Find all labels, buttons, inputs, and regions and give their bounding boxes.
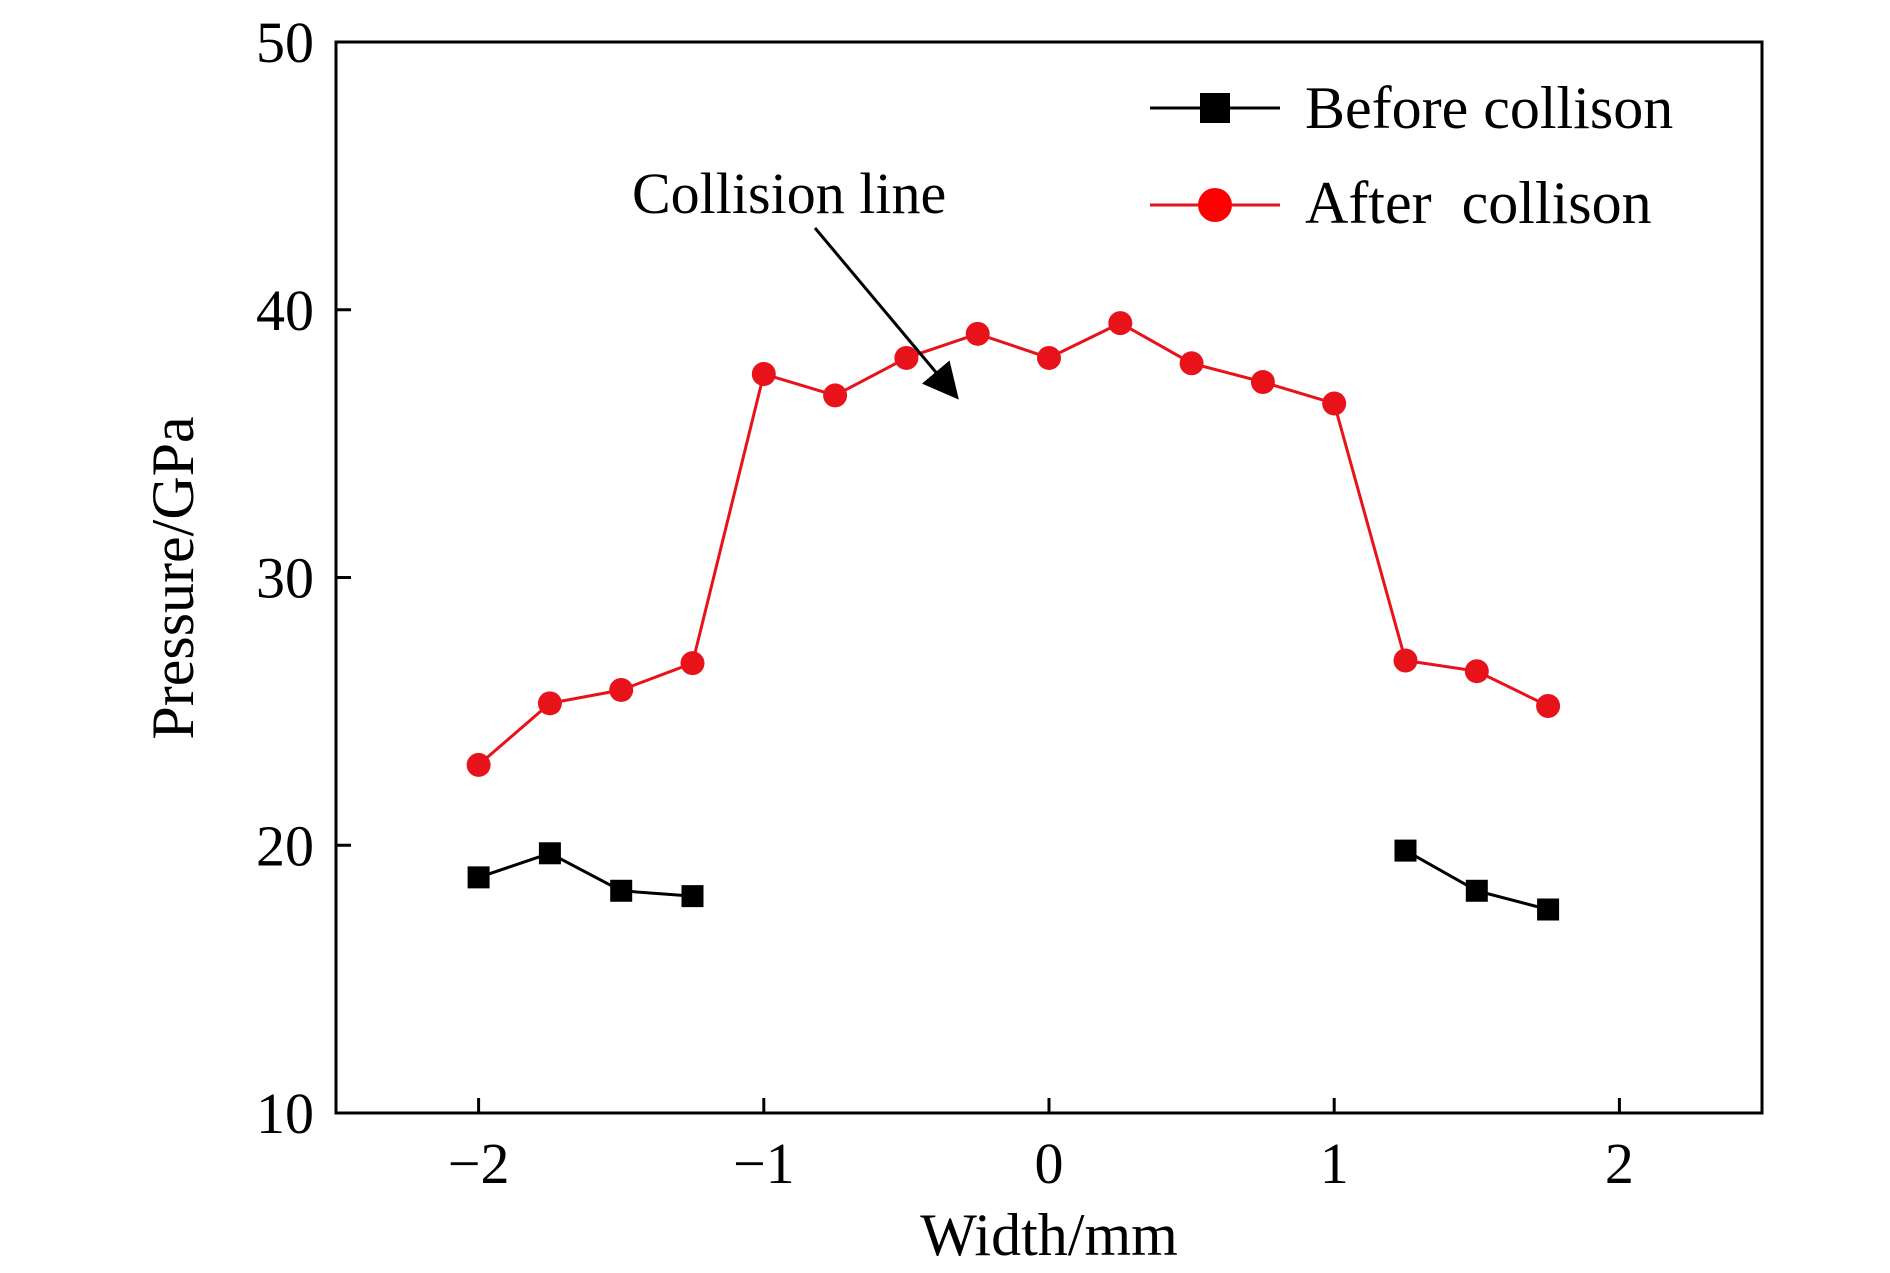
series-1-point-0-3	[680, 651, 705, 676]
series-1-point-0-9	[1108, 311, 1133, 336]
axis-ticks: −2 −1 0 1 2 10 20 30 40 50	[256, 10, 1634, 1196]
series-1-point-0-11	[1250, 370, 1275, 395]
series-1-point-0-1	[537, 691, 562, 716]
series-1-point-0-8	[1037, 345, 1061, 370]
x-tick-label-4: 2	[1605, 1131, 1634, 1196]
x-axis-title: Width/mm	[920, 1202, 1178, 1268]
legend-marker-before	[1200, 93, 1230, 123]
legend-label-before: Before collison	[1305, 75, 1673, 141]
series-0-point-1-2	[1537, 898, 1560, 921]
annotation-arrow	[813, 227, 959, 400]
series-1-point-0-4	[751, 362, 776, 387]
series-layer	[466, 311, 1561, 921]
series-0-point-0-3	[681, 885, 704, 908]
series-1-line-0	[477, 321, 1549, 767]
series-1	[466, 311, 1561, 777]
x-tick-label-0: −2	[448, 1131, 510, 1196]
series-1-point-0-2	[609, 677, 634, 702]
legend-marker-after	[1198, 188, 1232, 222]
series-0-line-0	[478, 851, 693, 898]
series-1-point-0-10	[1179, 351, 1204, 376]
series-0-point-0-1	[538, 842, 561, 865]
series-1-point-0-7	[965, 321, 990, 346]
y-tick-label-2: 30	[256, 546, 314, 611]
x-tick-label-3: 1	[1320, 1131, 1349, 1196]
series-1-point-0-5	[823, 383, 848, 408]
annotation-collision-line: Collision line	[632, 161, 946, 226]
series-0-point-1-1	[1465, 879, 1488, 902]
series-1-point-0-12	[1322, 391, 1347, 416]
legend: Before collison After collison	[1150, 75, 1673, 236]
series-1-point-0-15	[1536, 694, 1561, 719]
series-1-point-0-0	[466, 752, 491, 777]
y-tick-label-0: 10	[256, 1081, 314, 1146]
x-tick-label-1: −1	[733, 1131, 795, 1196]
y-tick-label-4: 50	[256, 10, 314, 75]
series-0-point-0-0	[467, 866, 490, 889]
series-0-point-0-2	[610, 879, 633, 902]
y-tick-label-3: 40	[256, 278, 314, 343]
legend-label-after: After collison	[1305, 170, 1652, 236]
y-tick-label-1: 20	[256, 813, 314, 878]
series-0-point-1-0	[1394, 839, 1417, 862]
series-1-point-0-6	[894, 345, 919, 370]
y-axis-title: Pressure/GPa	[140, 416, 206, 739]
series-1-point-0-14	[1464, 659, 1489, 684]
series-1-point-0-13	[1393, 648, 1418, 673]
series-0	[467, 839, 1560, 921]
x-tick-label-2: 0	[1035, 1131, 1064, 1196]
